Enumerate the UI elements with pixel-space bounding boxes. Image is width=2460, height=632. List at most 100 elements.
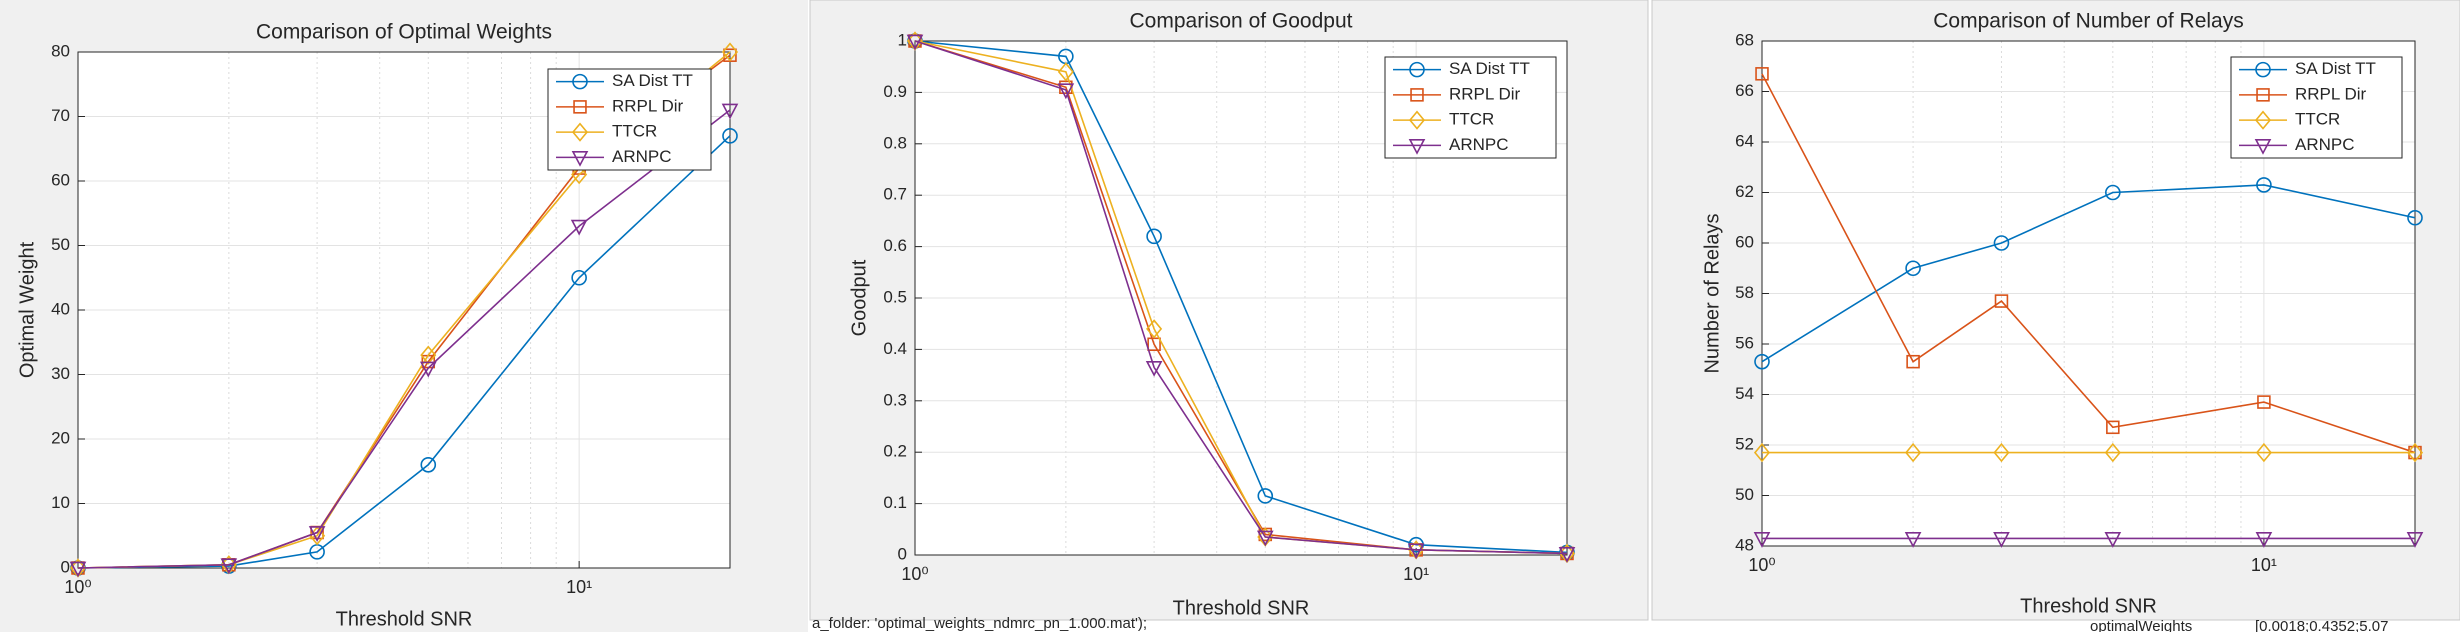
legend-marker [1408,138,1426,155]
legend-marker [2254,138,2272,155]
y-tick-label: 62 [1735,182,1754,201]
y-tick-label: 68 [1735,30,1754,49]
y-tick-label: 0.8 [883,133,907,152]
data-point [570,219,588,236]
legend-marker [2254,110,2272,130]
data-point [1994,294,2009,308]
legend-marker [571,150,589,167]
data-point [2257,395,2271,409]
data-point [2406,532,2424,548]
data-point [2106,420,2120,435]
data-point [2105,184,2121,201]
legend-label: SA Dist TT [1449,59,1530,78]
y-axis-label: Optimal Weight [16,241,38,378]
data-point [1145,360,1163,377]
legend-label: SA Dist TT [612,71,693,90]
legend-box [2230,56,2403,159]
data-point [1753,532,1771,548]
legend-marker [572,73,588,90]
y-axis-label: Goodput [848,259,870,336]
data-point [1904,532,1922,548]
data-point [2406,442,2424,463]
legend-label: RRPL Dir [1449,84,1520,103]
data-point [420,456,437,473]
data-point [1146,319,1163,339]
legend-label: RRPL Dir [2295,84,2366,103]
y-tick-label: 0.6 [883,236,907,255]
x-tick-label: 10⁰ [1748,555,1775,575]
y-axis-label: Number of Relays [1701,213,1723,373]
x-axis-label: Threshold SNR [1173,597,1310,619]
data-point [1407,543,1425,560]
series-line [1761,73,2416,454]
series-line [1761,184,2416,363]
y-tick-label: 50 [51,235,70,254]
y-tick-label: 30 [51,364,70,383]
data-point [2407,209,2423,226]
axes-box [914,40,1568,556]
legend-label: ARNPC [2295,135,2355,154]
y-tick-label: 0 [61,557,70,576]
x-tick-label: 10¹ [566,577,592,597]
legend-marker [2256,88,2270,102]
legend-marker [571,122,589,142]
data-point [2104,442,2121,463]
data-point [308,526,326,542]
y-tick-label: 1 [898,30,907,49]
legend-label: ARNPC [1449,135,1509,154]
data-point [1905,442,1922,463]
chart-title: Comparison of Goodput [1130,10,1353,33]
legend-marker [1409,61,1425,78]
data-point [571,269,587,286]
data-point [420,345,437,365]
y-tick-label: 0.9 [883,82,907,101]
data-point [1146,228,1162,245]
legend-label: ARNPC [612,147,672,166]
data-point [1754,353,1770,370]
y-tick-label: 10 [51,493,70,512]
data-point [1753,442,1771,463]
data-point [1057,62,1074,82]
data-point [1993,442,2010,463]
y-tick-label: 50 [1735,485,1754,504]
y-tick-label: 20 [51,428,70,447]
legend-label: TTCR [2295,110,2340,129]
y-tick-label: 80 [51,41,70,60]
data-point [1256,530,1274,547]
data-point [721,103,739,120]
chart-title: Comparison of Optimal Weights [256,21,552,44]
y-tick-label: 54 [1735,384,1754,403]
y-tick-label: 0.1 [883,493,907,512]
y-tick-label: 0 [898,544,907,563]
data-point [1057,83,1075,100]
legend-marker [2255,61,2271,78]
y-tick-label: 70 [51,106,70,125]
legend-label: TTCR [612,122,657,141]
x-tick-label: 10¹ [1403,564,1429,584]
axes-box [1761,40,2416,547]
data-point [2255,442,2272,463]
legend-label: TTCR [1449,110,1494,129]
y-tick-label: 0.2 [883,442,907,461]
y-tick-label: 48 [1735,535,1754,554]
legend-marker [1408,110,1426,130]
series-line [77,135,731,569]
y-tick-label: 60 [51,170,70,189]
data-point [1993,532,2010,548]
data-point [722,128,738,144]
x-axis-label: Threshold SNR [2020,595,2157,617]
data-point [906,34,924,51]
y-tick-label: 56 [1735,333,1754,352]
y-tick-label: 0.4 [883,339,907,358]
data-point [1257,488,1274,504]
axes-box [77,51,731,569]
series-line [914,40,1568,554]
y-tick-label: 66 [1735,81,1754,100]
data-point [220,558,238,575]
y-tick-label: 0.5 [883,287,907,306]
legend-marker [1410,88,1424,102]
data-point [1993,235,2010,251]
legend-marker [573,100,587,114]
data-point [571,164,588,185]
